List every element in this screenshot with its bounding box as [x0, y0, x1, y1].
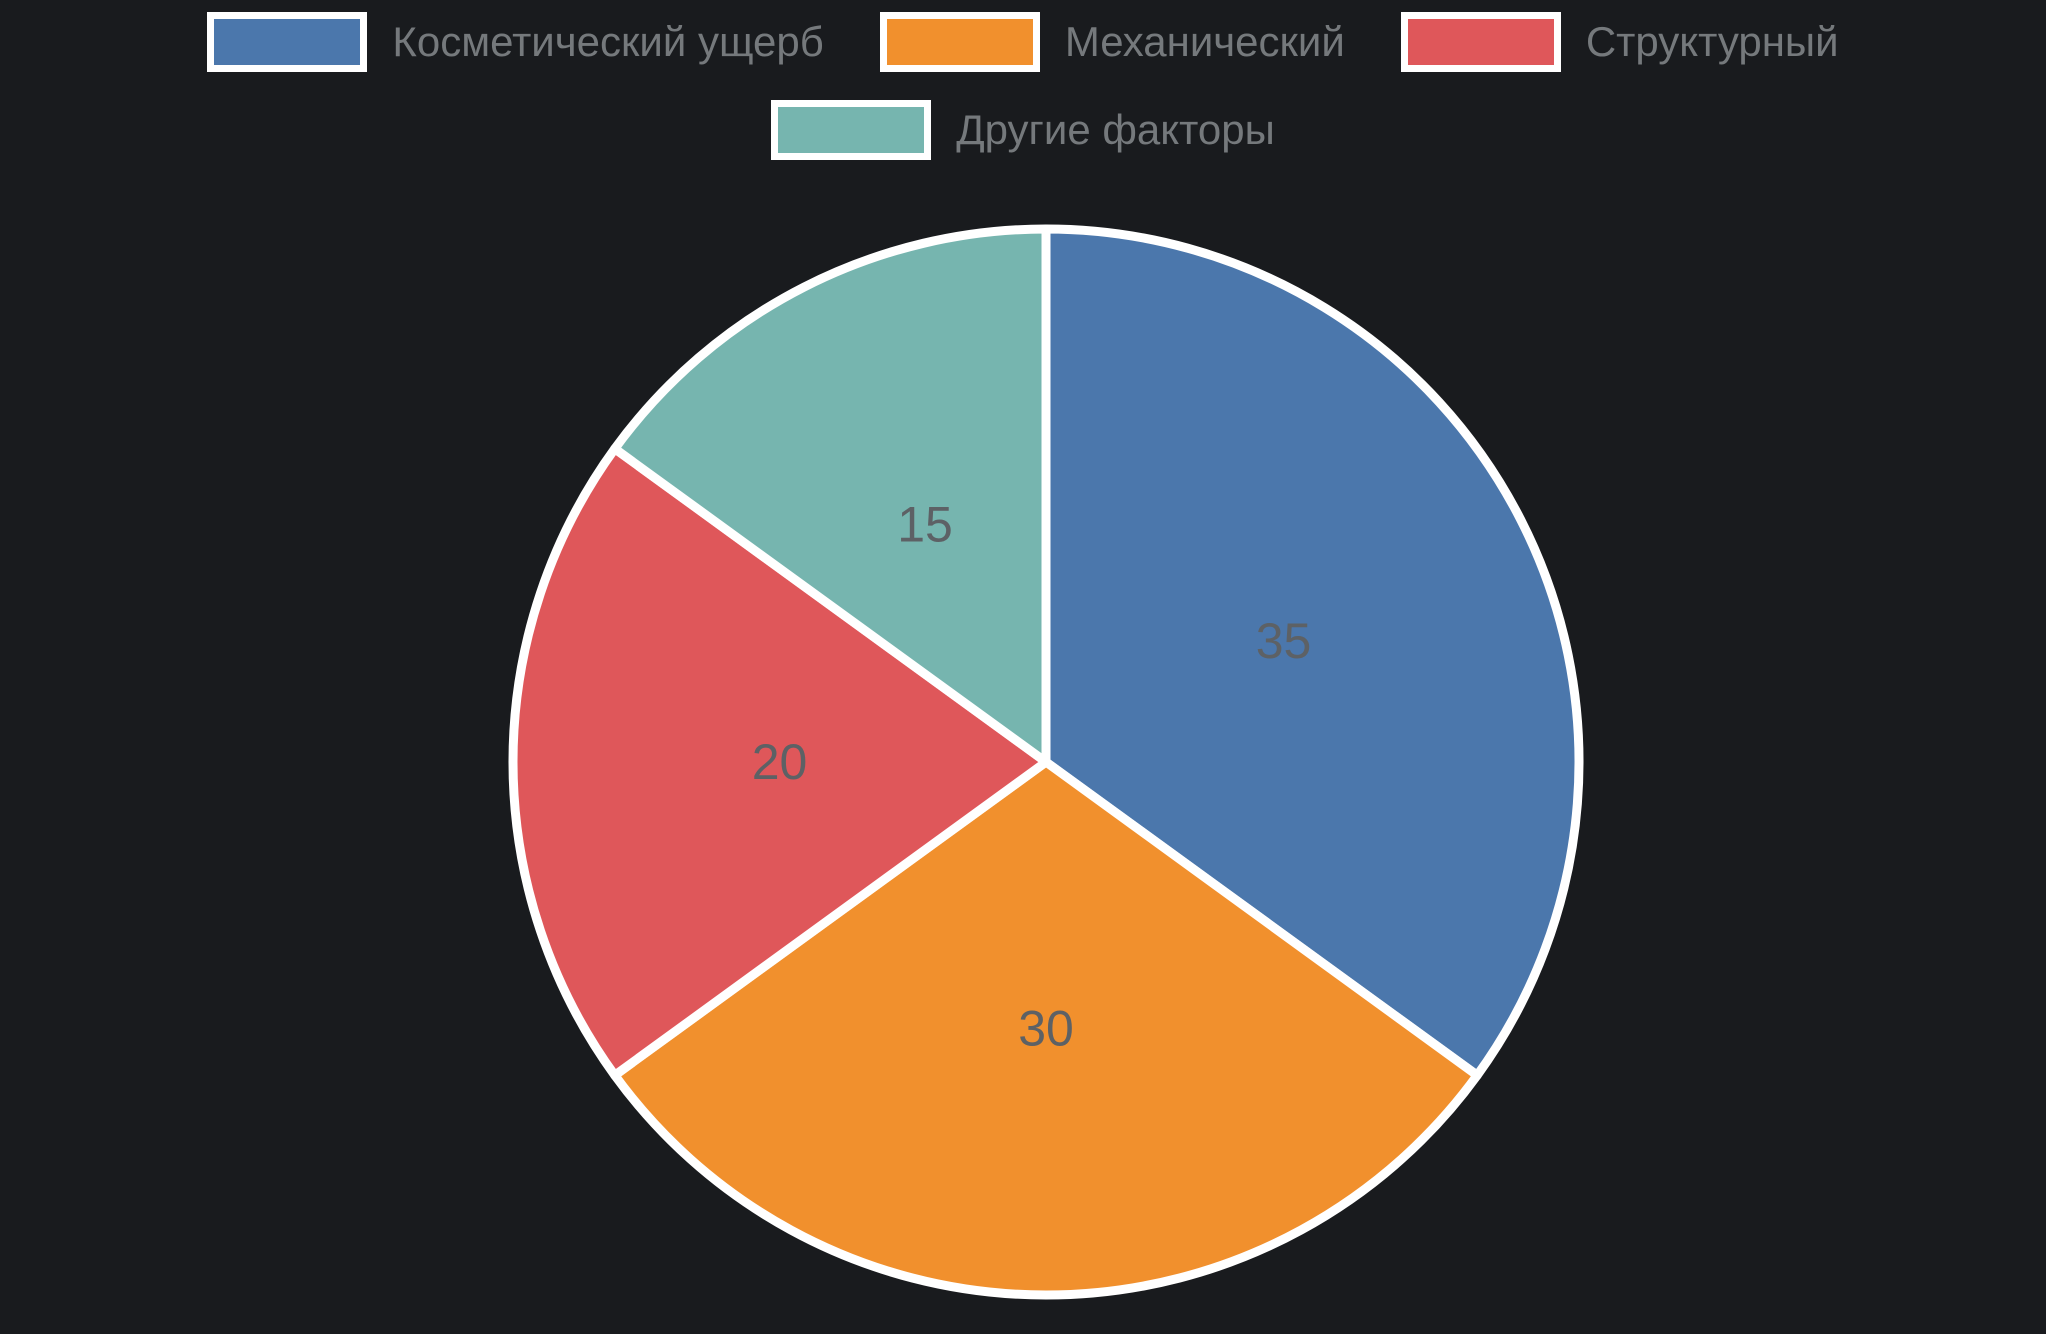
- legend-swatch-other-factors: [771, 100, 932, 160]
- legend-label-other-factors: Другие факторы: [956, 105, 1275, 153]
- legend-row-2: Другие факторы: [771, 100, 1275, 160]
- pie-slice-0[interactable]: [1041, 224, 1584, 1080]
- legend-item-cosmetic-damage[interactable]: Косметический ущерб: [207, 12, 824, 72]
- pie-slice-2[interactable]: [508, 444, 1051, 1080]
- legend-item-other-factors[interactable]: Другие факторы: [771, 100, 1275, 160]
- pie-slice-1[interactable]: [610, 757, 1482, 1300]
- legend-item-mechanical[interactable]: Механический: [879, 12, 1345, 72]
- legend-item-structural[interactable]: Структурный: [1400, 12, 1839, 72]
- slice-value-label-0: 35: [1256, 613, 1312, 669]
- slice-value-label-3: 15: [897, 497, 953, 553]
- legend-label-structural: Структурный: [1585, 17, 1839, 65]
- slice-value-label-2: 20: [752, 734, 808, 790]
- legend-label-cosmetic-damage: Косметический ущерб: [392, 17, 824, 65]
- legend-swatch-structural: [1400, 12, 1561, 72]
- legend-row-1: Косметический ущерб Механический Структу…: [207, 12, 1839, 72]
- legend-label-mechanical: Механический: [1064, 17, 1345, 65]
- chart-legend: Косметический ущерб Механический Структу…: [0, 12, 2046, 160]
- legend-swatch-mechanical: [879, 12, 1040, 72]
- slice-value-label-1: 30: [1018, 1001, 1074, 1057]
- pie-chart: 35 30 20 15: [501, 217, 1591, 1307]
- pie-chart-svg: 35 30 20 15: [508, 224, 1584, 1300]
- legend-swatch-cosmetic-damage: [207, 12, 368, 72]
- pie-slice-3[interactable]: [610, 224, 1051, 767]
